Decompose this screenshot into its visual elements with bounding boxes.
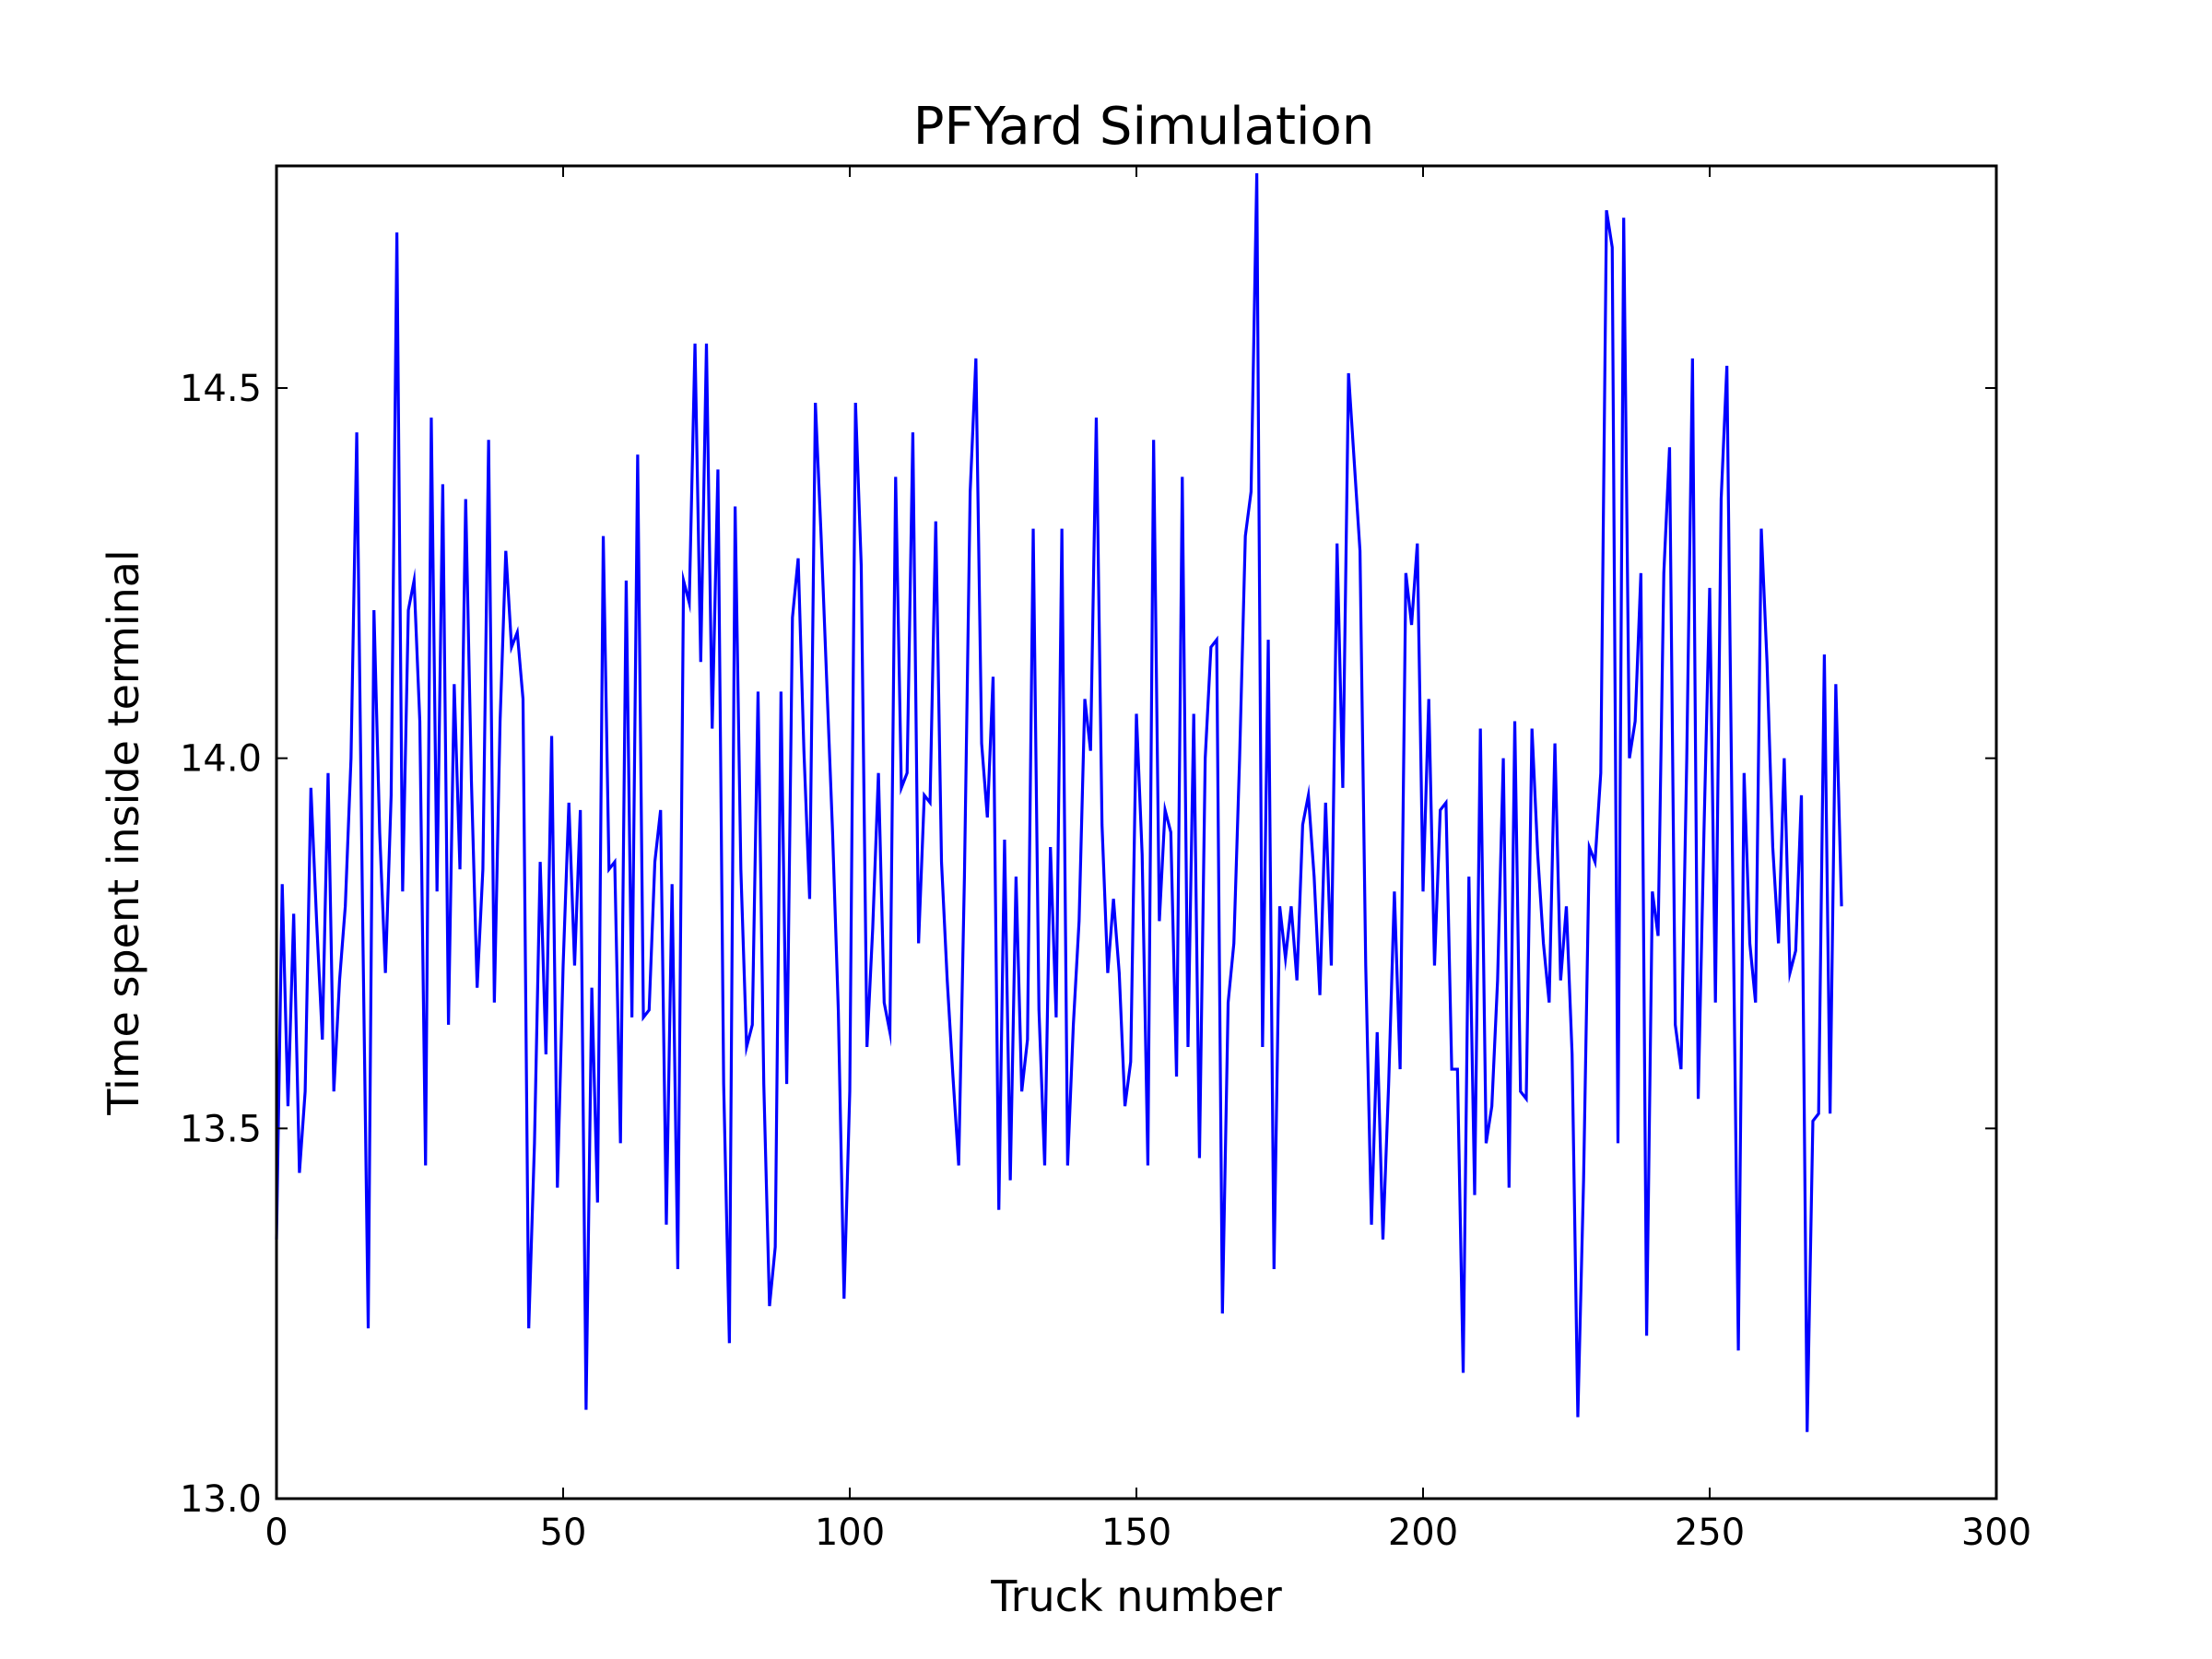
x-axis-title: Truck number [990,1571,1282,1621]
y-tick-label: 14.5 [180,368,262,410]
x-tick-label: 50 [540,1512,587,1554]
x-tick-label: 250 [1675,1512,1745,1554]
y-tick-label: 13.0 [180,1478,262,1521]
chart-title: PFYard Simulation [913,97,1374,157]
plot-area [275,173,1843,1432]
x-tick-label: 200 [1388,1512,1458,1554]
axis-ticks: 0 50 100 150 200 250 300 13.0 13.5 14.0 14.5 [180,166,2031,1554]
plot-frame [275,164,1998,1500]
x-tick-label: 300 [1961,1512,2031,1554]
series-line-1 [275,173,1843,1432]
y-tick-label: 13.5 [180,1108,262,1150]
y-axis-title: Time spent inside terminal [99,549,148,1115]
x-tick-label: 100 [815,1512,885,1554]
y-tick-label: 14.0 [180,738,262,781]
x-tick-label: 150 [1101,1512,1171,1554]
x-tick-label: 0 [265,1512,288,1554]
